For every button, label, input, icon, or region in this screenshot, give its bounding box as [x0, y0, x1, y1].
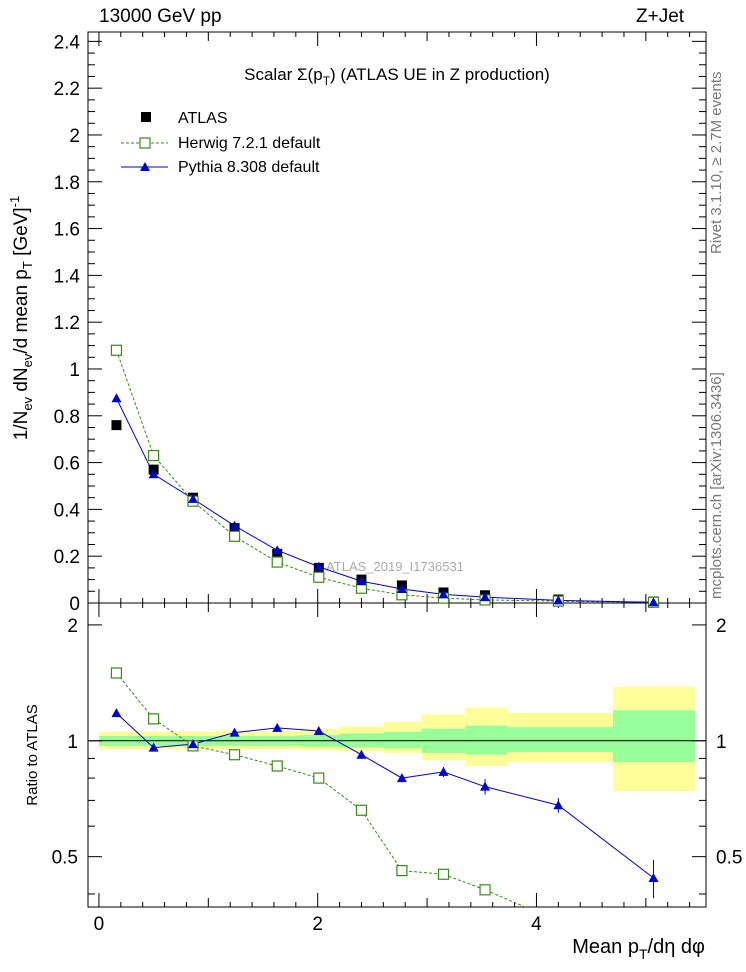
pythia-ratio-point [438, 766, 449, 776]
pythia-ratio-point [148, 742, 159, 752]
pythia-point [188, 493, 199, 503]
herwig-ratio-point [479, 884, 491, 896]
header-energy-label: 13000 GeV pp [99, 6, 222, 27]
pythia-line [115, 398, 654, 603]
ratio-band-inner [383, 731, 422, 749]
y-tick-label: 1.8 [54, 173, 80, 194]
pythia-ratio-point [272, 722, 283, 732]
herwig-point [271, 556, 283, 568]
pythia-point [148, 469, 159, 479]
pythia-ratio-point [648, 873, 659, 883]
pythia-ratio-point [356, 749, 367, 759]
herwig-ratio-point [228, 749, 241, 761]
x-tick-label: 0 [94, 914, 105, 935]
pythia-ratio-point [313, 726, 324, 736]
herwig-point [110, 344, 123, 356]
herwig-ratio-point [396, 865, 408, 877]
y-tick-label: 0.4 [54, 500, 81, 521]
herwig-point [313, 571, 325, 583]
pythia-point [396, 583, 407, 593]
y-tick-label: 0 [69, 594, 80, 615]
pythia-point [438, 589, 449, 599]
ratio-series-group [110, 667, 659, 907]
y-tick-label: 0.2 [54, 547, 80, 568]
y-tick-label: 0.6 [54, 454, 80, 475]
y-tick-label: 1 [69, 360, 80, 381]
legend-pythia-marker [140, 162, 150, 171]
herwig-ratio-point [355, 804, 368, 816]
legend: ATLAS Herwig 7.2.1 default Pythia 8.308 … [121, 110, 321, 176]
atlas-point [111, 420, 122, 431]
ratio-y-tick-label-right: 2 [716, 616, 727, 637]
legend-atlas-label: ATLAS [178, 110, 228, 127]
ratio-y-tick-label: 1 [67, 732, 78, 753]
y-tick-label: 1.6 [54, 220, 80, 241]
pythia-ratio-line [116, 712, 654, 879]
pythia-ratio-point [111, 708, 122, 718]
herwig-ratio-point [437, 868, 450, 880]
pythia-ratio-point [553, 800, 564, 810]
pythia-point [111, 393, 122, 403]
pythia-point [553, 595, 564, 605]
herwig-ratio-line [116, 672, 527, 907]
legend-atlas-marker [141, 112, 151, 122]
ratio-band-inner [465, 725, 507, 755]
herwig-point [228, 530, 241, 542]
y-axis-label: 1/Nev dNev/d mean pT [GeV]-1 [7, 196, 35, 441]
ratio-plot-frame [87, 602, 707, 908]
ratio-y-axis-label: Ratio to ATLAS [24, 704, 41, 805]
header-process-label: Z+Jet [636, 6, 685, 27]
y-tick-label: 1.4 [54, 266, 81, 287]
pythia-point [313, 561, 324, 571]
ratio-band-inner [613, 710, 696, 763]
herwig-point [148, 449, 160, 462]
pythia-ratio-point [229, 727, 240, 737]
legend-herwig-marker [139, 137, 151, 149]
y-tick-label: 2 [69, 126, 80, 147]
chart-title: Scalar Σ(pT) (ATLAS UE in Z production) [244, 65, 550, 88]
pythia-ratio-point [480, 781, 491, 791]
y-tick-label: 2.2 [54, 79, 80, 100]
x-tick-label: 2 [312, 914, 323, 935]
pythia-point [272, 545, 283, 555]
ratio-y-tick-label-right: 0.5 [716, 848, 742, 869]
legend-herwig-label: Herwig 7.2.1 default [178, 135, 321, 152]
ratio-y-tick-label: 0.5 [52, 848, 78, 869]
x-axis-label: Mean pT/dη dφ [572, 936, 705, 962]
ratio-y-tick-label: 2 [67, 616, 78, 637]
herwig-ratio-point [148, 713, 160, 725]
ratio-band-inner [506, 727, 614, 753]
pythia-point [356, 576, 367, 586]
pythia-ratio-point [396, 773, 407, 783]
pythia-point [648, 597, 659, 607]
y-tick-label: 1.2 [54, 313, 80, 334]
herwig-ratio-point [271, 760, 283, 772]
y-tick-label: 0.8 [54, 407, 80, 428]
herwig-ratio-point [110, 667, 123, 679]
herwig-ratio-point [313, 772, 325, 784]
herwig-line [115, 350, 654, 603]
pythia-ratio-point [188, 739, 199, 749]
x-tick-label: 4 [531, 914, 542, 935]
analysis-watermark: ATLAS_2019_I1736531 [326, 559, 464, 574]
pythia-point [229, 520, 240, 530]
legend-pythia-label: Pythia 8.308 default [178, 159, 320, 176]
pythia-point [480, 592, 491, 602]
y-tick-label: 2.4 [54, 32, 81, 53]
ratio-y-tick-label-right: 1 [716, 732, 727, 753]
